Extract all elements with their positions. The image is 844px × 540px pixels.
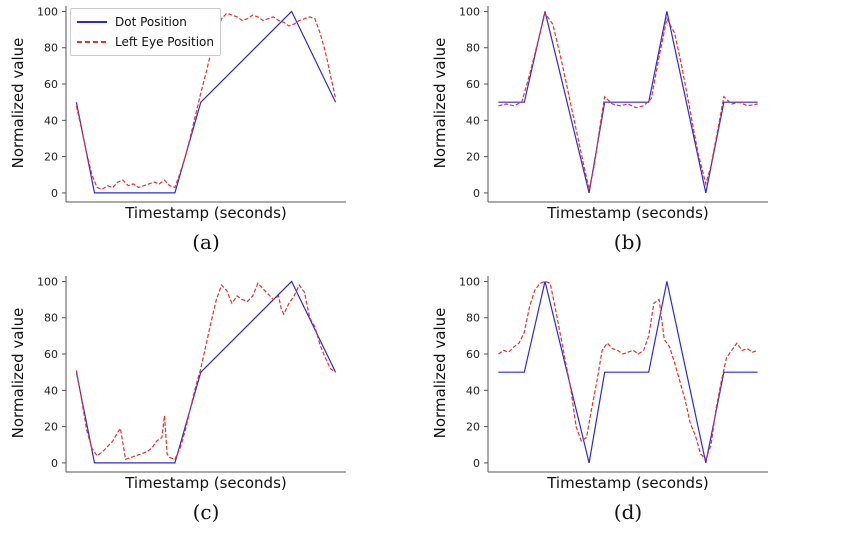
y-axis-label: Normalized value [431,307,449,439]
y-tick-label: 80 [44,42,58,55]
y-tick-label: 20 [44,151,58,164]
y-tick-label: 60 [466,78,480,91]
eye-position-line [498,280,758,461]
y-tick-label: 0 [51,457,58,470]
y-axis-label: Normalized value [9,307,27,439]
legend-label-eye: Left Eye Position [115,35,214,49]
chart-svg: 0 20 40 60 80 100 [37,5,346,203]
dot-position-line [498,281,758,464]
y-axis-label: Normalized value [431,37,449,169]
y-tick-label: 100 [459,275,480,288]
y-tick-label: 0 [473,457,480,470]
y-tick-label: 20 [44,421,58,434]
panel-caption-c: (c) [192,500,220,524]
panel-caption-d: (d) [613,500,643,524]
chart-panel-c: 0 20 40 60 80 100 Timestamp (seconds) Normalize… [0,270,410,540]
chart-svg: 0 20 40 60 80 100 [459,275,768,473]
y-tick-label: 40 [44,114,58,127]
eye-position-line [75,282,336,461]
y-tick-label: 100 [37,5,58,18]
chart-svg: 0 20 40 60 80 100 [459,5,768,203]
x-axis-label: Timestamp (seconds) [547,204,709,222]
y-tick-label: 60 [466,348,480,361]
y-tick-label: 60 [44,78,58,91]
y-tick-label: 0 [51,187,58,200]
panel-caption-b: (b) [613,230,643,254]
y-tick-label: 80 [466,42,480,55]
eye-position-line [75,12,337,190]
eye-position-line [498,11,758,190]
legend-item-dot: Dot Position [77,12,214,32]
y-tick-label: 100 [37,275,58,288]
y-tick-label: 40 [466,114,480,127]
y-tick-label: 0 [473,187,480,200]
chart-panel-d: 0 20 40 60 80 100 Timestamp (seconds) Normalize… [422,270,832,540]
y-tick-label: 80 [466,312,480,325]
y-tick-label: 20 [466,421,480,434]
chart-svg: 0 20 40 60 80 100 [37,275,346,473]
legend: Dot Position Left Eye Position [70,8,221,56]
y-tick-label: 60 [44,348,58,361]
y-tick-label: 20 [466,151,480,164]
chart-panel-a: 0 20 40 60 80 100 Timestamp (seconds) Normalize… [0,0,410,270]
x-axis-label: Timestamp (seconds) [547,474,709,492]
y-tick-label: 80 [44,312,58,325]
panel-caption-a: (a) [192,230,220,254]
x-axis-label: Timestamp (seconds) [125,474,287,492]
legend-swatch-solid [77,21,107,23]
y-axis-label: Normalized value [9,37,27,169]
x-axis-label: Timestamp (seconds) [125,204,287,222]
legend-label-dot: Dot Position [115,15,187,29]
legend-swatch-dashed [77,41,107,43]
y-tick-label: 100 [459,5,480,18]
chart-panel-b: 0 20 40 60 80 100 Timestamp (seconds) Normalize… [422,0,832,270]
y-tick-label: 40 [44,384,58,397]
legend-item-eye: Left Eye Position [77,32,214,52]
dot-position-line [498,11,758,194]
y-tick-label: 40 [466,384,480,397]
